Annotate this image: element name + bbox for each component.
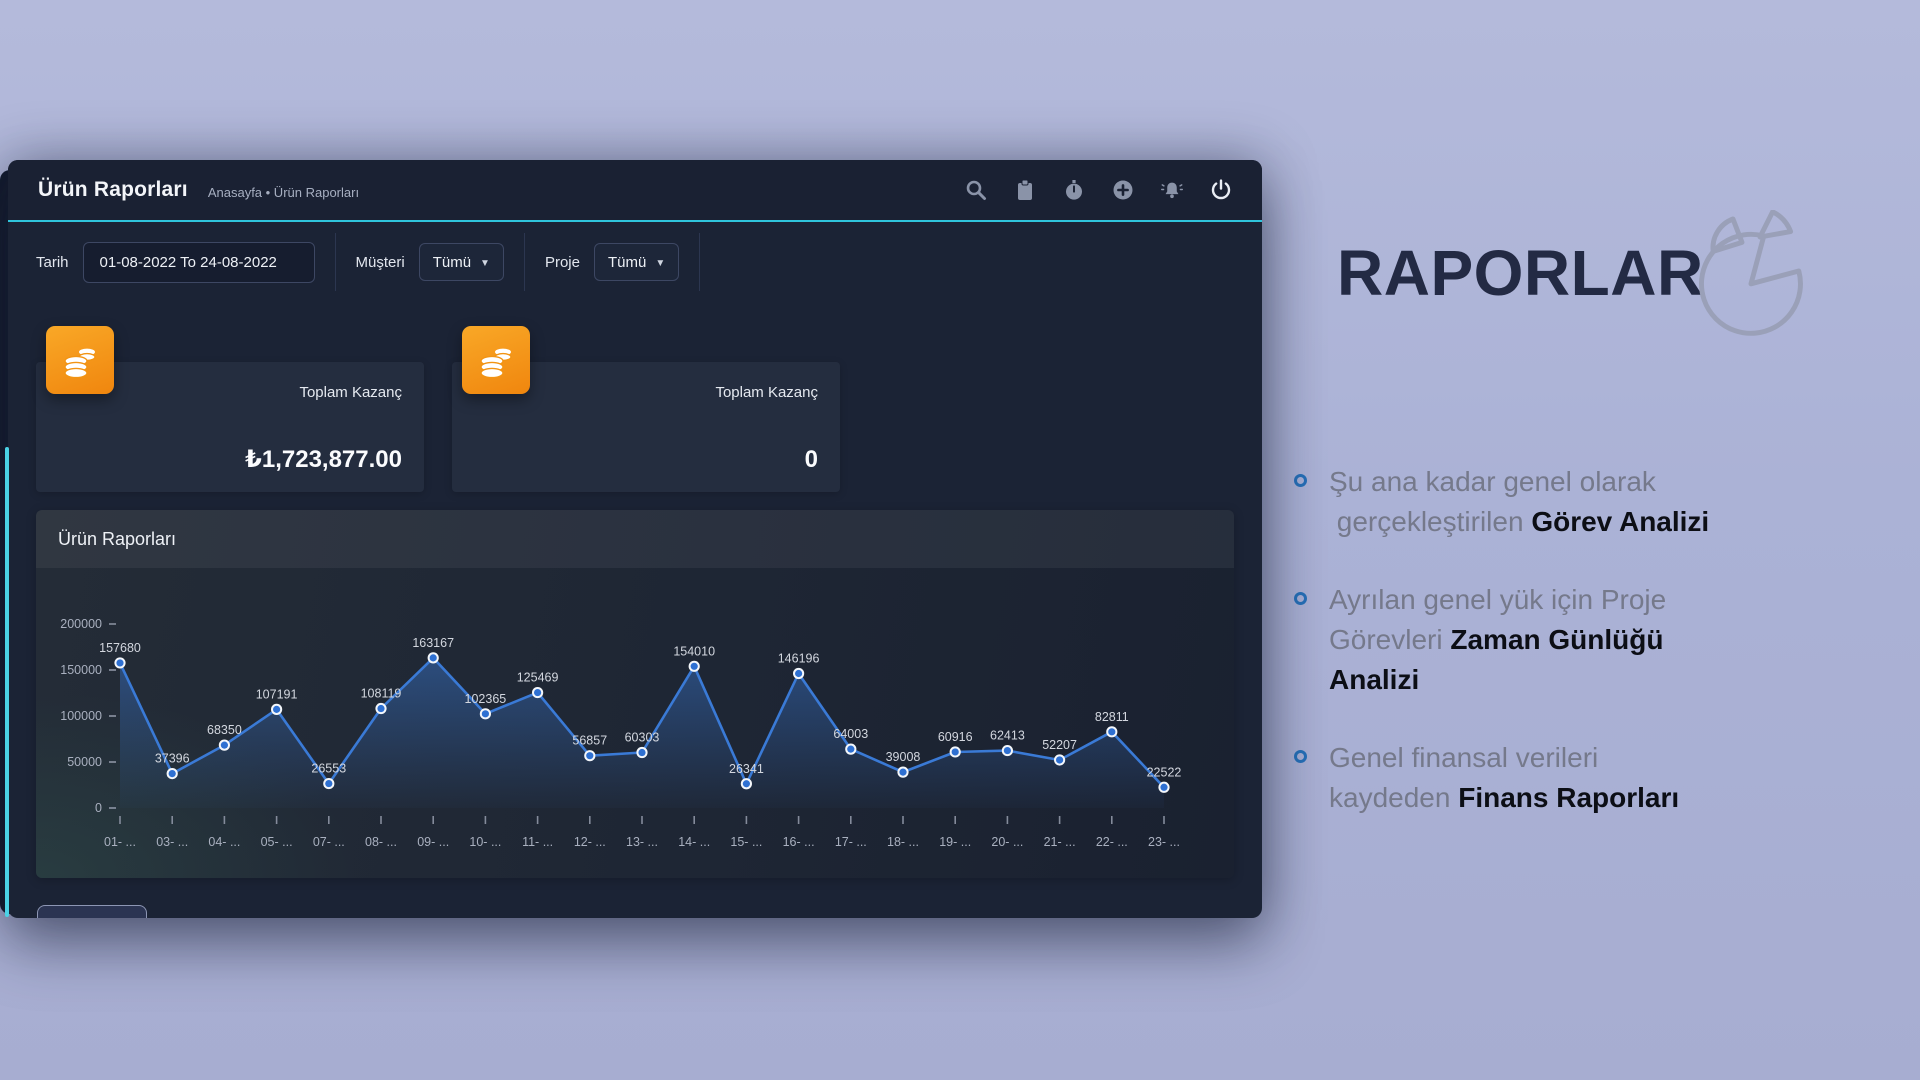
aside-bullet-list: Şu ana kadar genel olarak gerçekleştiril… (1294, 462, 1884, 856)
aside-title: RAPORLAR (1337, 237, 1704, 309)
window-header: Ürün Raporları Anasayfa • Ürün Raporları (8, 160, 1262, 222)
chevron-down-icon: ▼ (655, 257, 666, 269)
total-earning-card-2: Toplam Kazanç 0 (452, 326, 840, 492)
svg-text:21- ...: 21- ... (1044, 835, 1076, 849)
svg-text:03- ...: 03- ... (156, 835, 188, 849)
svg-text:04- ...: 04- ... (208, 835, 240, 849)
page-title: Ürün Raporları (38, 178, 188, 201)
card-label: Toplam Kazanç (715, 384, 818, 401)
coins-icon (462, 326, 530, 394)
svg-text:37396: 37396 (155, 752, 190, 766)
svg-text:22- ...: 22- ... (1096, 835, 1128, 849)
svg-text:157680: 157680 (99, 641, 141, 655)
svg-text:07- ...: 07- ... (313, 835, 345, 849)
svg-text:50000: 50000 (67, 755, 102, 769)
svg-text:01- ...: 01- ... (104, 835, 136, 849)
power-icon[interactable] (1210, 179, 1232, 201)
svg-text:10- ...: 10- ... (469, 835, 501, 849)
bullet-ring-icon (1294, 592, 1307, 605)
list-item: Genel finansal verileri kaydeden Finans R… (1294, 738, 1884, 818)
card-value: ₺1,723,877.00 (245, 446, 402, 473)
svg-text:107191: 107191 (256, 687, 298, 701)
svg-text:20- ...: 20- ... (991, 835, 1023, 849)
svg-text:14- ...: 14- ... (678, 835, 710, 849)
svg-text:146196: 146196 (778, 651, 820, 665)
customer-filter-label: Müşteri (355, 253, 405, 271)
svg-text:13- ...: 13- ... (626, 835, 658, 849)
svg-text:163167: 163167 (412, 636, 454, 650)
svg-text:150000: 150000 (60, 663, 102, 677)
divider (523, 233, 525, 291)
customer-dropdown-value: Tümü (432, 253, 472, 271)
bullet-ring-icon (1294, 750, 1307, 763)
svg-text:68350: 68350 (207, 723, 242, 737)
card-value: 0 (804, 446, 818, 473)
clipboard-icon[interactable] (1014, 179, 1036, 201)
date-filter-label: Tarih (36, 253, 69, 271)
divider (699, 233, 701, 291)
bullet-text: Şu ana kadar genel olarak gerçekleştiril… (1329, 466, 1710, 537)
svg-text:08- ...: 08- ... (365, 835, 397, 849)
search-icon[interactable] (965, 179, 987, 201)
scrollbar-accent[interactable] (5, 447, 9, 917)
svg-text:22522: 22522 (1147, 765, 1182, 779)
bullet-ring-icon (1294, 474, 1307, 487)
svg-text:52207: 52207 (1042, 738, 1077, 752)
svg-text:60916: 60916 (938, 730, 973, 744)
svg-text:125469: 125469 (517, 671, 559, 685)
svg-text:39008: 39008 (886, 750, 921, 764)
card-label: Toplam Kazanç (299, 384, 402, 401)
report-button-partial[interactable] (37, 905, 147, 918)
svg-text:18- ...: 18- ... (887, 835, 919, 849)
svg-text:15- ...: 15- ... (730, 835, 762, 849)
svg-text:108119: 108119 (361, 687, 402, 701)
svg-text:0: 0 (95, 801, 102, 815)
svg-text:26553: 26553 (311, 762, 346, 776)
svg-text:82811: 82811 (1095, 710, 1129, 724)
svg-text:64003: 64003 (833, 727, 868, 741)
svg-text:56857: 56857 (572, 734, 607, 748)
svg-text:17- ...: 17- ... (835, 835, 867, 849)
svg-text:200000: 200000 (60, 617, 102, 631)
plus-circle-icon[interactable] (1112, 179, 1134, 201)
svg-text:102365: 102365 (465, 692, 507, 706)
svg-text:154010: 154010 (673, 644, 715, 658)
date-range-input[interactable] (82, 241, 315, 283)
list-item: Ayrılan genel yük için Proje Görevleri Za… (1294, 580, 1884, 700)
chevron-down-icon: ▼ (480, 257, 490, 269)
stopwatch-icon[interactable] (1063, 179, 1085, 201)
line-chart: 0 50000 100000 150000 200000 01- ... 157680 03-… (36, 568, 1234, 878)
header-icon-bar (965, 179, 1232, 201)
svg-text:60303: 60303 (625, 731, 660, 745)
svg-text:19- ...: 19- ... (939, 835, 971, 849)
list-item: Şu ana kadar genel olarak gerçekleştiril… (1294, 462, 1884, 542)
project-dropdown[interactable]: Tümü ▼ (593, 243, 680, 281)
svg-text:09- ...: 09- ... (417, 835, 449, 849)
svg-text:23- ...: 23- ... (1148, 835, 1180, 849)
svg-text:100000: 100000 (60, 709, 102, 723)
project-dropdown-value: Tümü (607, 253, 647, 271)
stat-cards: Toplam Kazanç ₺1,723,877.00 Toplam Kazan… (8, 326, 1262, 492)
product-reports-panel: Ürün Raporları 0 50000 100000 150000 200000 0… (36, 510, 1234, 878)
total-earning-card-1: Toplam Kazanç ₺1,723,877.00 (36, 326, 424, 492)
svg-text:26341: 26341 (729, 762, 764, 776)
dashboard-window: Ürün Raporları Anasayfa • Ürün Raporları (8, 160, 1262, 918)
pie-chart-icon (1688, 209, 1814, 336)
coins-icon (46, 326, 114, 394)
svg-text:62413: 62413 (990, 729, 1025, 743)
project-filter-label: Proje (544, 253, 580, 271)
filter-bar: Tarih Müşteri Tümü ▼ Proje Tümü ▼ (8, 222, 1262, 302)
svg-text:16- ...: 16- ... (783, 835, 815, 849)
bullet-text: Ayrılan genel yük için Proje Görevleri Za… (1329, 584, 1667, 695)
customer-dropdown[interactable]: Tümü ▼ (418, 243, 504, 281)
breadcrumb: Anasayfa • Ürün Raporları (207, 184, 360, 200)
divider (334, 233, 336, 291)
bell-icon[interactable] (1161, 179, 1183, 201)
svg-text:11- ...: 11- ... (522, 835, 553, 849)
bullet-text: Genel finansal verileri kaydeden Finans R… (1329, 742, 1680, 813)
svg-text:12- ...: 12- ... (574, 835, 606, 849)
panel-title: Ürün Raporları (36, 510, 1234, 568)
svg-text:05- ...: 05- ... (261, 835, 293, 849)
